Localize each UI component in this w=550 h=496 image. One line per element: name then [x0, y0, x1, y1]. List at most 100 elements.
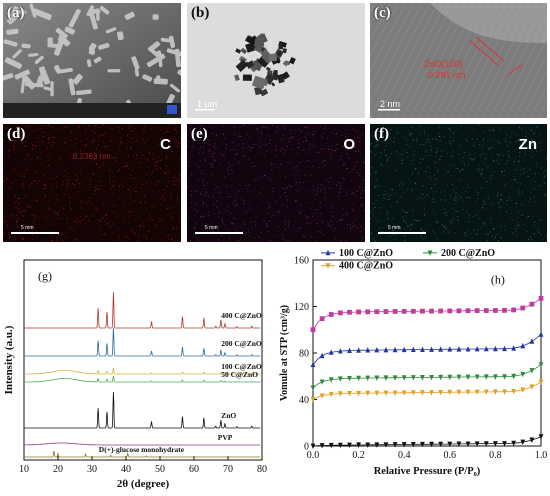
eds-signal-dot [383, 241, 384, 242]
eds-signal-dot [537, 126, 538, 127]
eds-signal-dot [266, 144, 267, 145]
eds-signal-dot [312, 132, 313, 133]
eds-signal-dot [49, 209, 50, 210]
eds-signal-dot [24, 176, 25, 177]
eds-signal-dot [433, 195, 434, 196]
eds-signal-dot [66, 190, 67, 191]
eds-signal-dot [163, 201, 164, 202]
eds-signal-dot [278, 211, 279, 212]
eds-signal-dot [371, 232, 372, 233]
eds-signal-dot [130, 211, 131, 212]
eds-signal-dot [418, 173, 419, 174]
eds-signal-dot [350, 225, 351, 226]
eds-signal-dot [54, 137, 55, 138]
tem-image-panel: (b) 1 μm [187, 3, 365, 118]
eds-signal-dot [339, 192, 340, 193]
eds-signal-dot [499, 214, 500, 215]
eds-signal-dot [546, 195, 547, 196]
eds-signal-dot [477, 198, 478, 199]
eds-signal-dot [386, 155, 387, 156]
eds-signal-dot [516, 225, 517, 226]
eds-signal-dot [128, 189, 129, 190]
eds-signal-dot [120, 141, 121, 142]
eds-signal-dot [171, 198, 172, 199]
eds-signal-dot [150, 218, 151, 219]
eds-signal-dot [516, 236, 517, 237]
eds-signal-dot [40, 240, 41, 241]
eds-signal-dot [328, 192, 329, 193]
eds-signal-dot [308, 203, 309, 204]
eds-signal-dot [524, 160, 525, 161]
eds-signal-dot [233, 149, 234, 150]
eds-signal-dot [219, 212, 220, 213]
eds-signal-dot [373, 203, 374, 204]
eds-signal-dot [44, 125, 45, 126]
eds-signal-dot [8, 235, 9, 236]
eds-signal-dot [37, 138, 38, 139]
eds-signal-dot [287, 146, 288, 147]
eds-signal-dot [527, 240, 528, 241]
eds-signal-dot [391, 194, 392, 195]
isotherm-point [365, 309, 370, 314]
eds-signal-dot [439, 136, 440, 137]
eds-signal-dot [499, 154, 500, 155]
tem-scale-label: 1 μm [197, 99, 217, 109]
eds-signal-dot [472, 159, 473, 160]
eds-signal-dot [167, 208, 168, 209]
eds-signal-dot [387, 214, 388, 215]
eds-signal-dot [310, 207, 311, 208]
eds-signal-dot [420, 144, 421, 145]
eds-signal-dot [451, 175, 452, 176]
eds-signal-dot [79, 183, 80, 184]
x-tick-label: 50 [155, 464, 165, 475]
eds-signal-dot [143, 139, 144, 140]
eds-signal-dot [528, 239, 529, 240]
eds-signal-dot [534, 131, 535, 132]
eds-signal-dot [292, 163, 293, 164]
eds-signal-dot [376, 179, 377, 180]
eds-signal-dot [154, 206, 155, 207]
eds-signal-dot [225, 225, 226, 226]
eds-signal-dot [403, 193, 404, 194]
eds-signal-dot [535, 201, 536, 202]
eds-signal-dot [144, 202, 145, 203]
eds-signal-dot [81, 207, 82, 208]
eds-signal-dot [249, 232, 250, 233]
eds-signal-dot [235, 229, 236, 230]
eds-signal-dot [509, 197, 510, 198]
y-tick-label: 0 [304, 442, 309, 453]
eds-signal-dot [84, 223, 85, 224]
eds-signal-dot [133, 156, 134, 157]
eds-signal-dot [443, 136, 444, 137]
eds-signal-dot [40, 182, 41, 183]
eds-signal-dot [127, 165, 128, 166]
eds-signal-dot [335, 207, 336, 208]
eds-signal-dot [244, 224, 245, 225]
eds-signal-dot [168, 181, 169, 182]
eds-signal-dot [271, 165, 272, 166]
eds-signal-dot [85, 233, 86, 234]
eds-signal-dot [237, 176, 238, 177]
eds-signal-dot [224, 154, 225, 155]
eds-signal-dot [300, 212, 301, 213]
eds-signal-dot [434, 175, 435, 176]
eds-signal-dot [22, 187, 23, 188]
eds-signal-dot [424, 214, 425, 215]
eds-signal-dot [523, 205, 524, 206]
eds-signal-dot [100, 182, 101, 183]
eds-signal-dot [387, 199, 388, 200]
eds-signal-dot [18, 203, 19, 204]
eds-signal-dot [67, 184, 68, 185]
eds-signal-dot [213, 196, 214, 197]
eds-signal-dot [15, 196, 16, 197]
eds-signal-dot [266, 211, 267, 212]
eds-signal-dot [491, 156, 492, 157]
eds-signal-dot [477, 211, 478, 212]
eds-signal-dot [35, 145, 36, 146]
eds-signal-dot [243, 203, 244, 204]
eds-signal-dot [384, 191, 385, 192]
eds-signal-dot [528, 176, 529, 177]
eds-signal-dot [483, 223, 484, 224]
isotherm-line [313, 382, 541, 399]
eds-signal-dot [496, 160, 497, 161]
